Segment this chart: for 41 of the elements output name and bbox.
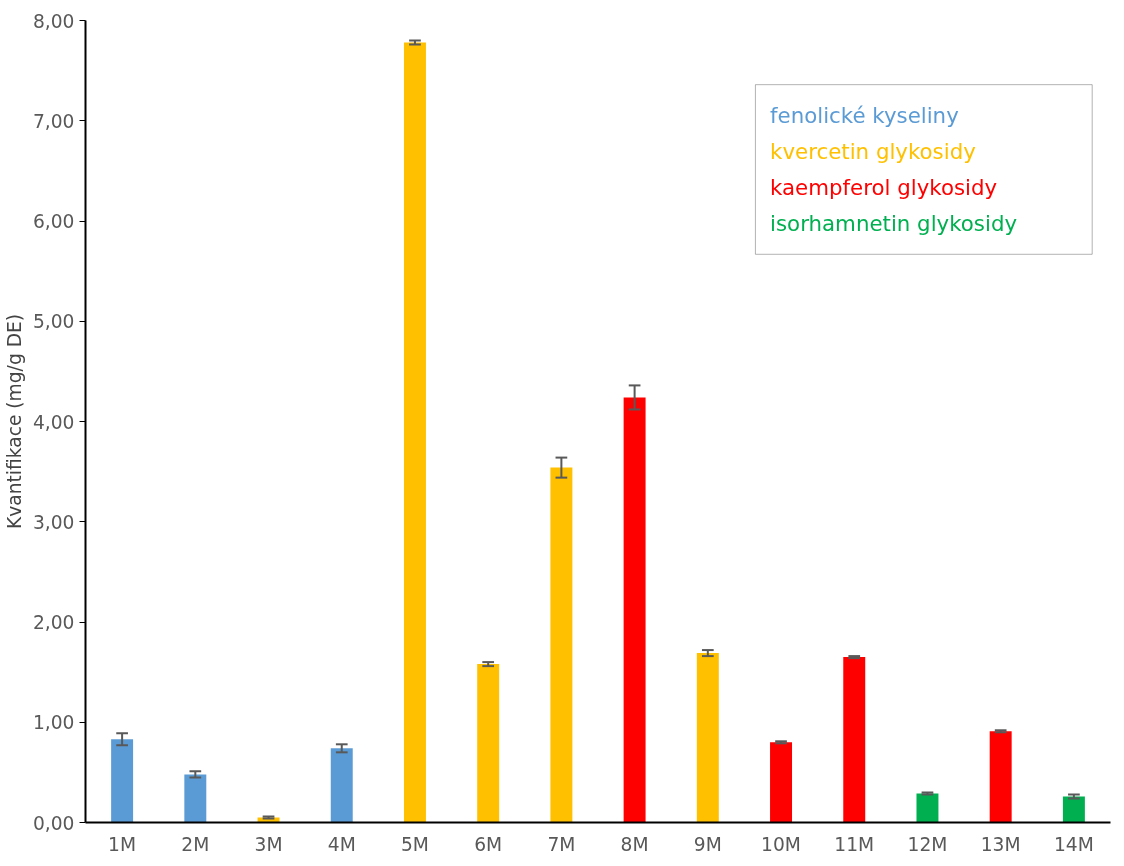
x-tick-label: 12M xyxy=(907,833,948,855)
y-tick-label: 8,00 xyxy=(32,10,75,32)
bar xyxy=(550,467,573,823)
x-tick-label: 5M xyxy=(400,833,429,855)
bar xyxy=(770,742,793,823)
x-tick-label: 2M xyxy=(181,833,210,855)
bar xyxy=(330,748,353,823)
text: kaempferol glykosidy xyxy=(770,175,998,201)
x-tick-label: 3M xyxy=(254,833,283,855)
y-tick-label: 2,00 xyxy=(32,612,75,633)
text: isorhamnetin glykosidy xyxy=(770,211,1018,237)
y-tick-label: 6,00 xyxy=(32,211,75,232)
x-tick-label: 10M xyxy=(761,833,801,855)
bar xyxy=(696,653,719,823)
x-tick-label: 4M xyxy=(327,833,356,855)
bar xyxy=(1062,796,1085,823)
y-axis-title: Kvantifikace (mg/g DE) xyxy=(3,313,25,530)
y-tick-label: 4,00 xyxy=(32,411,75,433)
x-tick-label: 9M xyxy=(693,833,722,855)
x-tick-label: 8M xyxy=(620,833,649,855)
bar xyxy=(989,731,1012,823)
x-tick-label: 11M xyxy=(834,833,875,855)
x-tick-label: 6M xyxy=(474,833,503,855)
y-tick-label: 7,00 xyxy=(32,110,75,132)
text: kvercetin glykosidy xyxy=(770,138,976,164)
x-tick-label: 1M xyxy=(108,833,137,855)
x-tick-label: 14M xyxy=(1053,833,1094,855)
y-tick-label: 5,00 xyxy=(32,311,75,333)
bar xyxy=(843,657,866,823)
bar xyxy=(623,397,646,823)
bar xyxy=(916,793,939,823)
y-tick-label: 3,00 xyxy=(32,511,75,533)
text: fenolické kyseliny xyxy=(770,102,959,128)
y-tick-label: 1,00 xyxy=(32,712,75,734)
bar xyxy=(111,739,134,823)
x-tick-label: 13M xyxy=(980,833,1021,855)
bar xyxy=(403,42,426,823)
bar xyxy=(477,664,500,823)
bar xyxy=(184,774,207,823)
y-tick-label: 0,00 xyxy=(32,812,75,834)
x-tick-label: 7M xyxy=(547,833,576,855)
